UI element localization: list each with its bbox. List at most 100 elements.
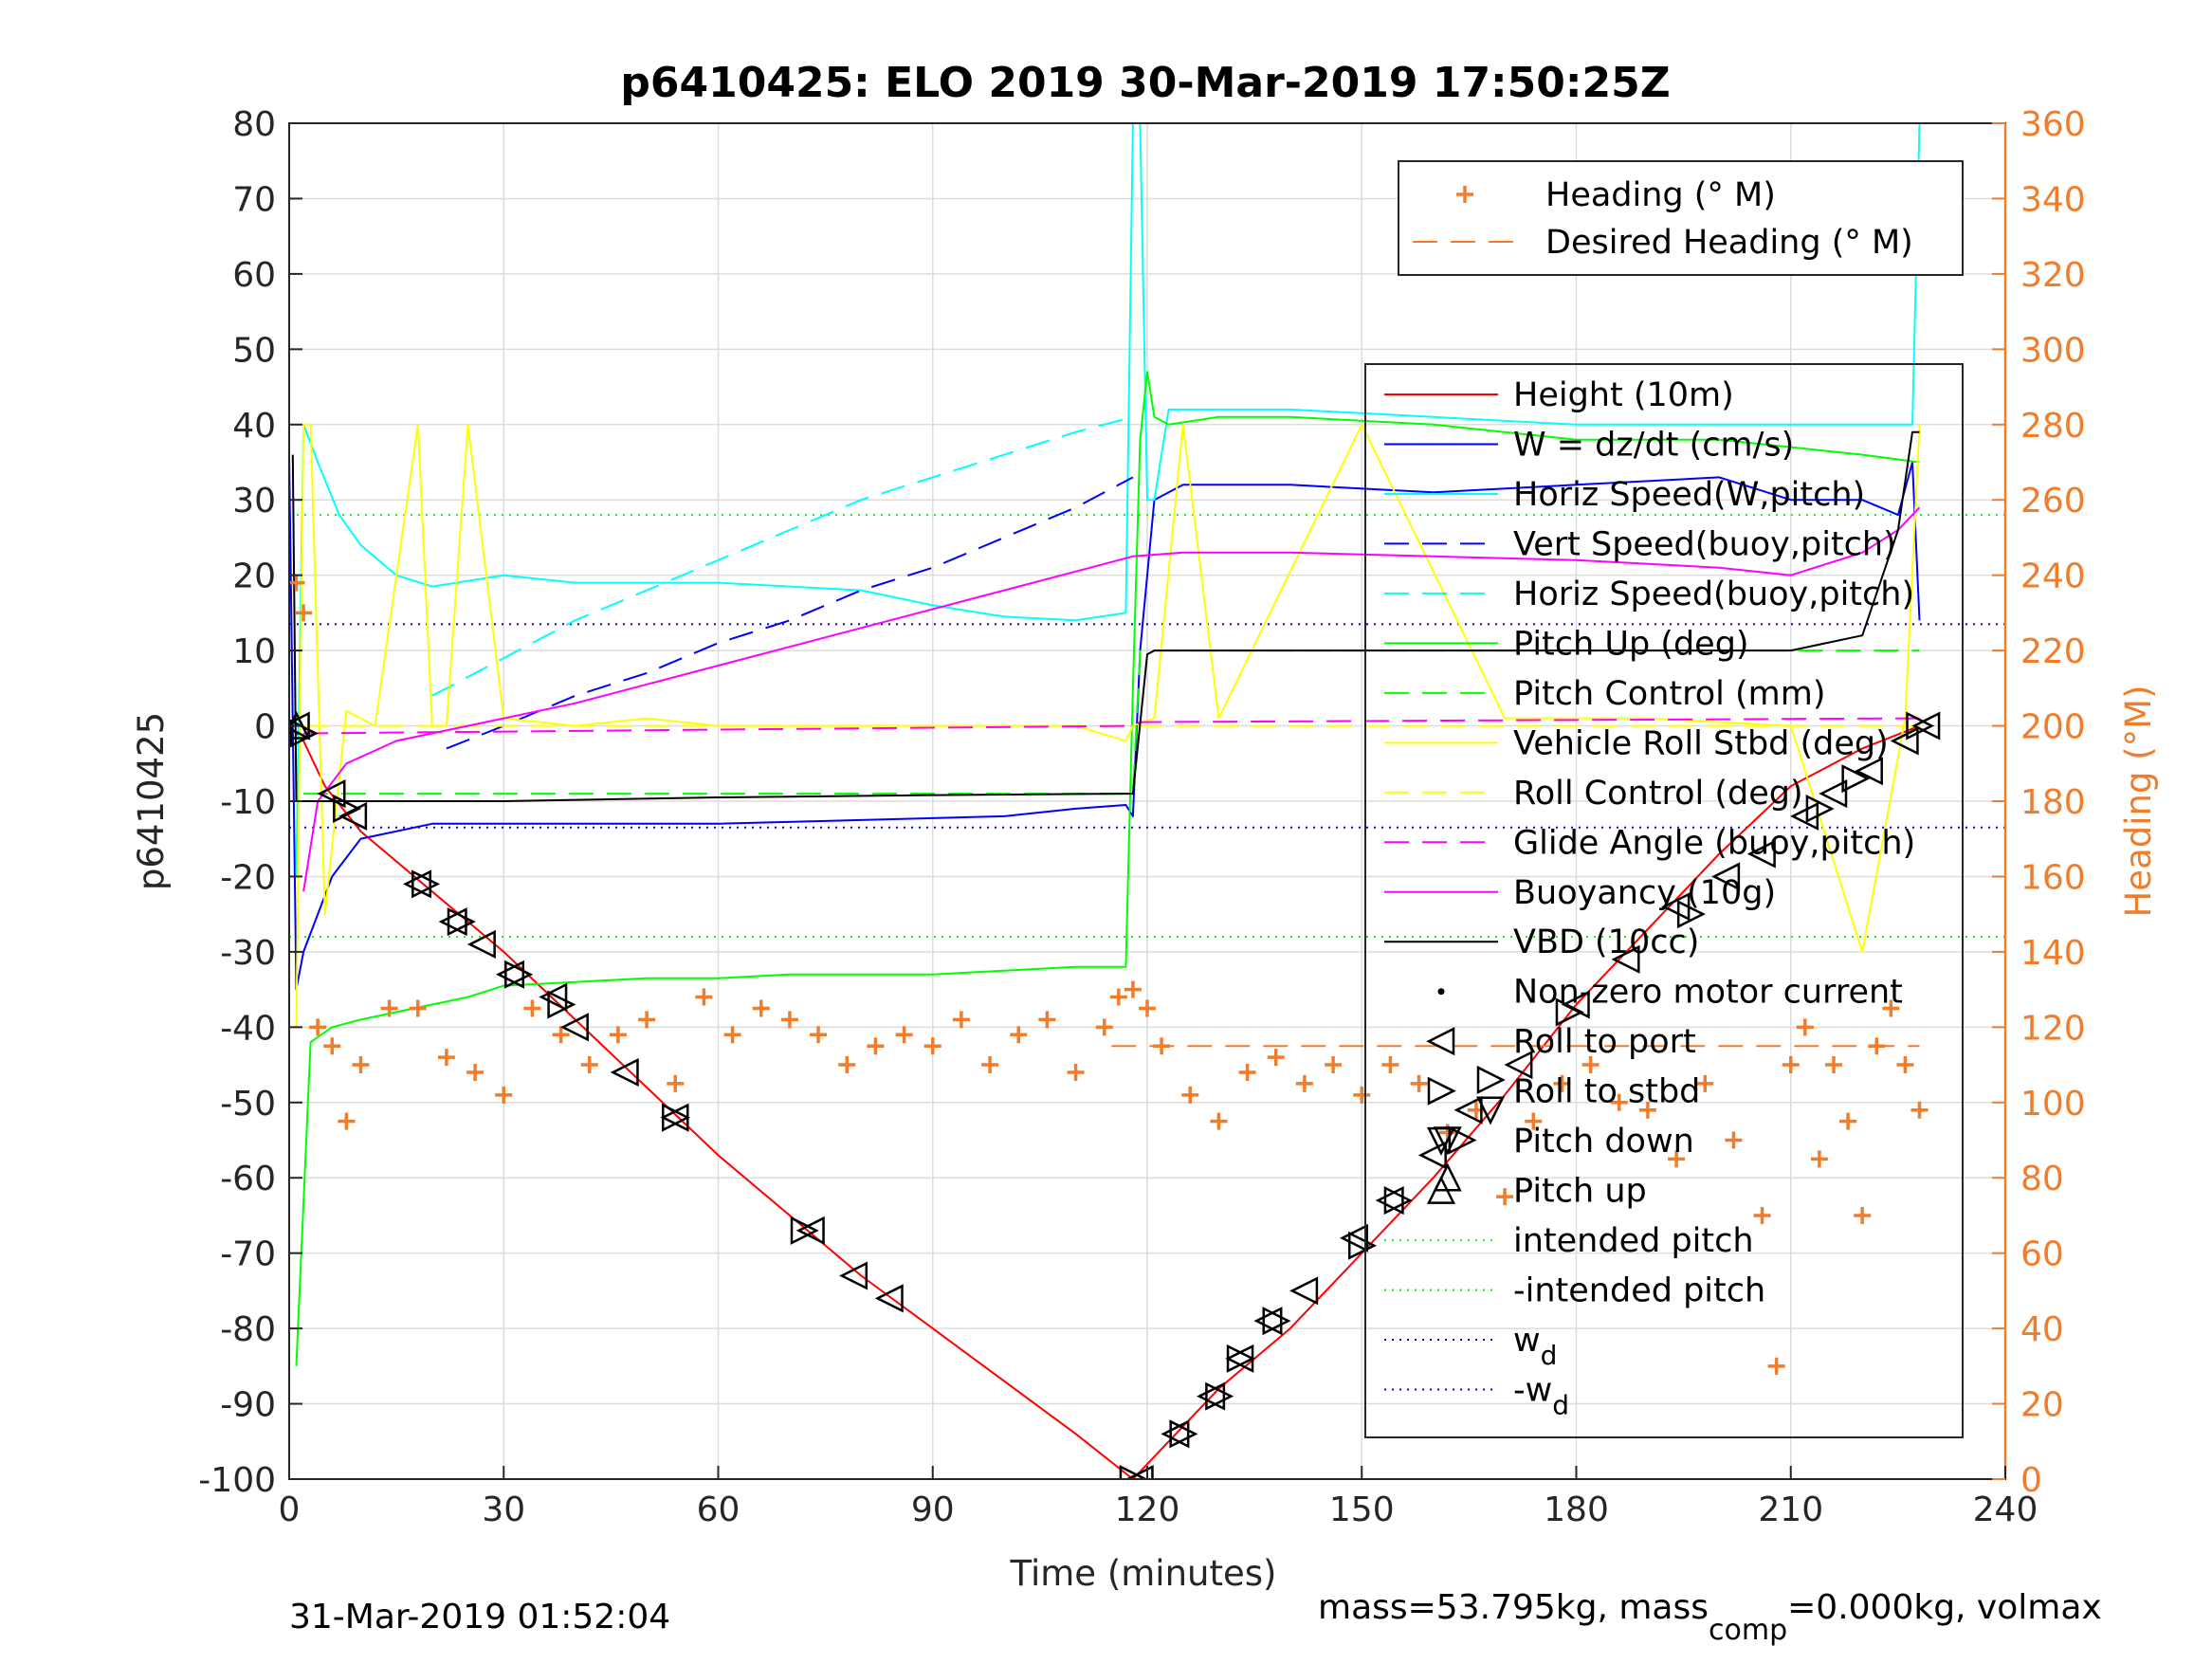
legend-heading: Heading (° M) Desired Heading (° M) — [1398, 160, 1964, 276]
legend-main-label: Pitch up — [1513, 1173, 1647, 1211]
x-tick-label: 180 — [1544, 1490, 1609, 1529]
heading-point — [1210, 1112, 1228, 1130]
roll-to-stbd-marker — [790, 1216, 819, 1245]
roll-to-port-marker — [495, 960, 525, 989]
legend-main-label: Pitch Control (mm) — [1513, 675, 1825, 713]
legend-label-text: Pitch Up (deg) — [1513, 625, 1749, 663]
y-left-tick-label: 70 — [232, 180, 276, 219]
y-left-tick-label: -100 — [198, 1461, 276, 1500]
heading-point — [466, 1064, 484, 1081]
roll-to-port-marker — [559, 1013, 589, 1042]
heading-point — [1767, 1357, 1785, 1375]
roll-to-port-marker — [317, 779, 346, 809]
legend-heading-label: Desired Heading (° M) — [1545, 224, 1913, 262]
roll-to-stbd-marker — [504, 960, 534, 989]
roll-to-port-marker — [1890, 726, 1919, 756]
roll-to-stbd-marker — [1555, 997, 1584, 1027]
y-right-tick-label: 360 — [2020, 105, 2086, 144]
legend-main: Height (10m) W = dz/dt (cm/s) Horiz Speed(… — [1364, 363, 1964, 1438]
heading-point — [1525, 1112, 1543, 1130]
legend-main-label: Pitch Up (deg) — [1513, 625, 1749, 663]
y-right-tick-label: 140 — [2020, 934, 2086, 973]
roll-to-stbd-marker — [1262, 1307, 1291, 1336]
roll-to-stbd-marker — [411, 869, 441, 899]
heading-point — [1581, 1056, 1600, 1074]
y-right-tick-label: 200 — [2020, 708, 2086, 747]
legend-label-text: VBD (10cc) — [1513, 923, 1699, 961]
legend-label-text: Vert Speed(buoy,pitch) — [1513, 525, 1896, 563]
footer-mass-sub: comp — [1709, 1614, 1787, 1647]
heading-point — [1810, 1150, 1828, 1168]
y-left-tick-label: -50 — [220, 1085, 276, 1124]
heading-point — [323, 1037, 341, 1055]
heading-point — [1038, 1011, 1056, 1029]
heading-point — [1796, 1018, 1814, 1036]
roll-to-port-marker — [838, 1261, 868, 1290]
heading-point — [352, 1056, 370, 1074]
y-right-tick-label: 240 — [2020, 558, 2086, 596]
roll-to-port-marker — [1289, 1276, 1319, 1306]
legend-triangle — [1427, 1076, 1456, 1106]
x-tick-label: 90 — [911, 1490, 955, 1529]
legend-main-label: VBD (10cc) — [1513, 923, 1699, 961]
y-left-tick-label: 30 — [232, 482, 276, 521]
roll-to-port-marker — [1161, 1419, 1190, 1449]
x-axis-label: Time (minutes) — [1010, 1553, 1277, 1594]
legend-main-label: Height (10m) — [1513, 376, 1734, 414]
series-line — [446, 476, 1134, 750]
footer-timestamp: 31-Mar-2019 01:52:04 — [289, 1598, 670, 1637]
roll-to-stbd-marker — [1676, 900, 1706, 929]
roll-to-port-marker — [1819, 779, 1848, 809]
roll-to-port-marker — [1197, 1381, 1226, 1411]
heading-point — [1696, 1074, 1714, 1092]
heading-point — [1381, 1056, 1399, 1074]
legend-label-text: Roll to port — [1513, 1023, 1696, 1061]
series-line — [295, 371, 1920, 1366]
y-right-tick-label: 180 — [2020, 783, 2086, 822]
heading-point — [723, 1026, 741, 1044]
roll-to-stbd-marker — [1119, 1464, 1148, 1479]
y-right-tick-label: 280 — [2020, 407, 2086, 446]
heading-point — [1496, 1188, 1514, 1206]
legend-main-label: Vert Speed(buoy,pitch) — [1513, 525, 1896, 563]
y-left-tick-label: -70 — [220, 1235, 276, 1274]
heading-point — [1410, 1074, 1428, 1092]
legend-triangle — [1426, 1027, 1455, 1056]
legend-label-text: Roll Control (deg) — [1513, 775, 1803, 813]
footer-mass-tail: =0.000kg, volmax — [1787, 1588, 2102, 1627]
legend-heading-box — [1398, 160, 1964, 276]
roll-to-port-marker — [874, 1284, 904, 1313]
x-tick-label: 0 — [279, 1490, 301, 1529]
heading-point — [580, 1056, 598, 1074]
heading-point — [338, 1112, 356, 1130]
roll-to-port-marker — [1504, 1051, 1533, 1080]
roll-to-stbd-marker — [1906, 711, 1935, 741]
legend-label-text: Glide Angle (buoy,pitch) — [1513, 824, 1915, 862]
heading-point — [895, 1026, 913, 1044]
heading-point — [1782, 1056, 1800, 1074]
heading-point — [523, 999, 541, 1017]
legend-main-box — [1364, 363, 1964, 1438]
y-right-tick-label: 320 — [2020, 256, 2086, 295]
x-axis-ticks: 0 30 60 90 120 150 180 210 240 — [279, 1466, 2038, 1529]
legend-label-text: Vehicle Roll Stbd (deg) — [1513, 724, 1889, 762]
x-tick-label: 240 — [1973, 1490, 2038, 1529]
heading-point — [923, 1037, 941, 1055]
marker-layer — [289, 710, 1941, 1479]
heading-point — [409, 999, 427, 1017]
heading-point — [981, 1056, 999, 1074]
roll-to-port-marker — [1453, 1095, 1483, 1125]
heading-point — [1668, 1150, 1686, 1168]
legend-label-text: Pitch up — [1513, 1173, 1647, 1211]
roll-to-port-marker — [402, 869, 431, 899]
y-left-tick-label: 20 — [232, 558, 276, 596]
heading-point — [1267, 1049, 1285, 1067]
heading-point — [780, 1011, 798, 1029]
x-tick-label: 30 — [482, 1490, 525, 1529]
heading-point — [1825, 1056, 1842, 1074]
y-right-tick-label: 60 — [2020, 1235, 2064, 1274]
legend-label-text: intended pitch — [1513, 1222, 1754, 1260]
heading-point — [695, 988, 713, 1006]
y-left-tick-label: 40 — [232, 407, 276, 446]
